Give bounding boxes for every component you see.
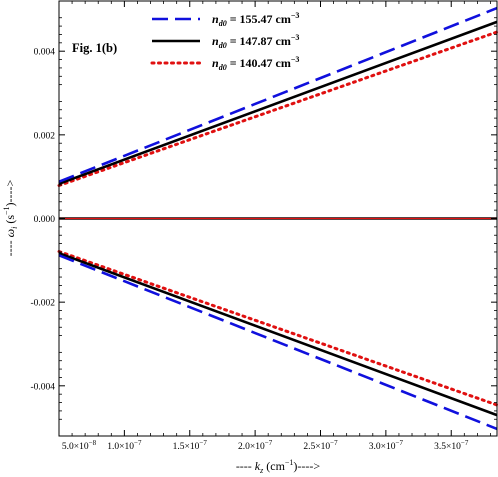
y-axis-label-sub: i (10, 227, 19, 229)
legend-label-sub: d0 (219, 19, 227, 28)
legend-label-var: n (212, 34, 219, 48)
x-tick-label-exponent: −7 (396, 439, 404, 447)
x-tick-label-mantissa: 3.5×10 (434, 442, 461, 452)
x-axis-label-unit: (cm (263, 459, 285, 473)
x-tick-label-mantissa: 5.0×10 (62, 442, 89, 452)
x-tick-label-exponent: −7 (461, 439, 469, 447)
y-axis-label-var: ω (3, 229, 17, 237)
legend-label-sup: −3 (291, 55, 300, 64)
y-tick-label-4: -0.002 (30, 299, 55, 309)
x-tick-label-mantissa: 3.0×10 (369, 442, 396, 452)
series-3-lower-branch (57, 250, 498, 407)
figure-annotation: Fig. 1(b) (72, 41, 117, 55)
x-axis-label-sup: −1 (285, 458, 294, 467)
x-tick-label-exponent: −7 (134, 439, 142, 447)
x-axis-label-prefix: ---- (236, 459, 255, 473)
legend-label-sup: −3 (291, 11, 300, 20)
legend-label-1: nd0 = 155.47 cm−3 (212, 11, 299, 28)
x-tick-label-7: 3.5×10−7 (434, 439, 469, 452)
x-tick-label-1: 5.0×10−8 (62, 439, 97, 452)
x-tick-label-exponent: −7 (199, 439, 207, 447)
x-tick-label-exponent: −8 (89, 439, 97, 447)
x-axis-label-sub: z (259, 466, 264, 475)
legend-label-var: n (212, 56, 219, 70)
legend-label-value: = 155.47 cm (227, 12, 291, 26)
x-tick-label-6: 3.0×10−7 (369, 439, 404, 452)
x-tick-label-2: 1.0×10−7 (107, 439, 142, 452)
x-axis-label: ---- kz (cm−1)----> (236, 458, 321, 475)
y-tick-label-1: 0.004 (34, 48, 56, 58)
plot-area (57, 6, 498, 431)
x-axis-label-suffix: )----> (293, 459, 320, 473)
legend-label-sub: d0 (219, 41, 227, 50)
series-2-lower-branch (58, 251, 498, 417)
y-axis-label-suffix: )----> (3, 179, 17, 206)
legend-label-var: n (212, 12, 219, 26)
legend-label-sup: −3 (291, 33, 300, 42)
x-tick-label-mantissa: 2.5×10 (303, 442, 330, 452)
y-axis-label-prefix: ---- (3, 237, 17, 256)
x-tick-label-mantissa: 2.0×10 (238, 442, 265, 452)
x-tick-label-exponent: −7 (330, 439, 338, 447)
x-tick-label-mantissa: 1.5×10 (173, 442, 200, 452)
y-tick-label-5: -0.004 (30, 382, 55, 392)
y-axis-label-sup: −1 (2, 206, 11, 215)
series-3-upper-branch (57, 30, 498, 187)
y-axis-label-unit: (s (3, 215, 17, 227)
x-tick-label-5: 2.5×10−7 (303, 439, 338, 452)
x-tick-label-exponent: −7 (265, 439, 273, 447)
y-axis-label: ---- ωi (s−1)----> (2, 179, 19, 256)
legend-label-3: nd0 = 140.47 cm−3 (212, 55, 299, 72)
legend-label-value: = 147.87 cm (227, 34, 291, 48)
series-2-upper-branch (58, 20, 498, 186)
y-tick-label-3: 0.000 (34, 215, 56, 225)
series-1-upper-branch (58, 6, 498, 183)
series-1-lower-branch (58, 254, 498, 431)
x-tick-label-3: 1.5×10−7 (173, 439, 208, 452)
x-tick-label-mantissa: 1.0×10 (107, 442, 134, 452)
tick-labels: 5.0×10−8 1.0×10−7 1.5×10−7 2.0×10−7 2.5×10−7… (30, 48, 468, 452)
legend-label-sub: d0 (219, 63, 227, 72)
x-tick-label-4: 2.0×10−7 (238, 439, 273, 452)
legend-label-2: nd0 = 147.87 cm−3 (212, 33, 299, 50)
plot-frame (58, 0, 498, 437)
y-tick-label-2: 0.002 (34, 131, 56, 141)
x-axis-label-var: k (255, 459, 261, 473)
legend-label-value: = 140.47 cm (227, 56, 291, 70)
